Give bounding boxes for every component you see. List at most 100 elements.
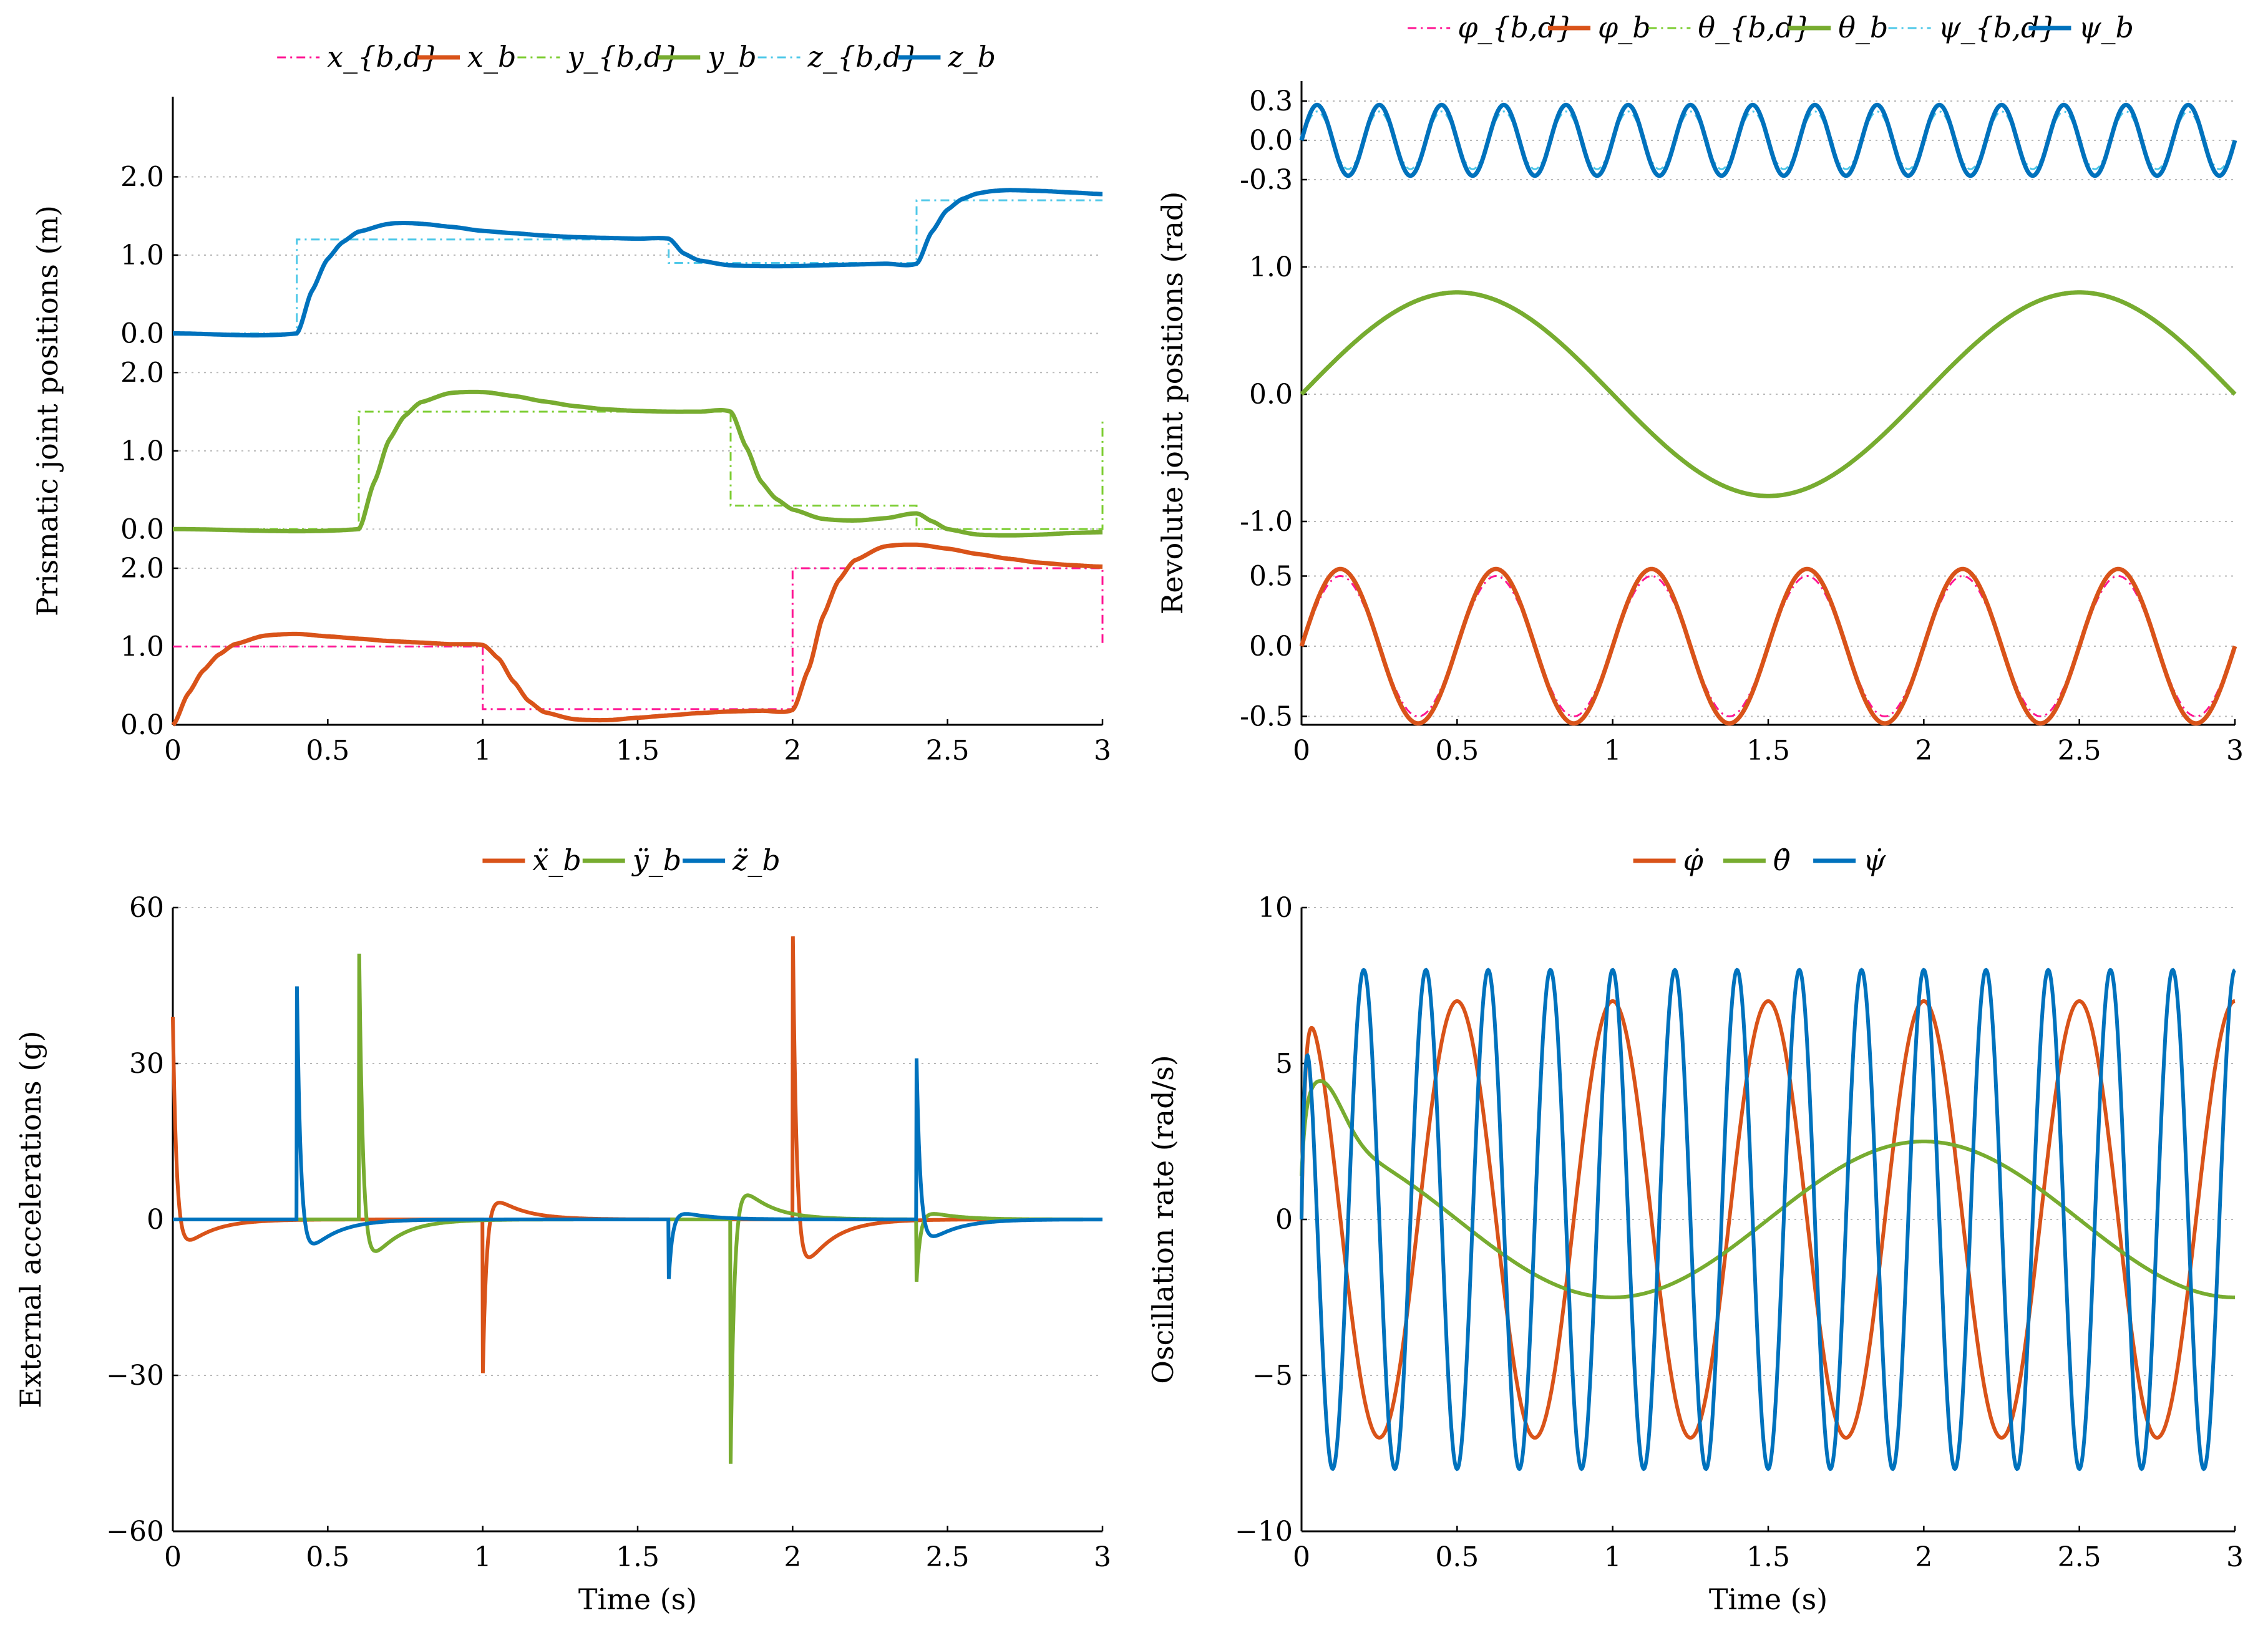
series-line-yb [173,389,1102,538]
y-tick-label: 10 [1258,892,1293,924]
x-tick-label: 1 [474,1541,492,1573]
y-tick-label: 2.0 [120,357,164,389]
x-axis-label: Time (s) [1709,1582,1828,1616]
y-tick-label: 30 [129,1048,164,1080]
y-tick-label: 0 [147,1204,164,1236]
chart-revolute: -0.5 0.0 0.5 -1.0 0.0 1.0 -0.3 0.0 0.3 0 0.5 1 1.5 2 2… [1156,11,2244,767]
x-tick-label: 0 [164,1541,182,1573]
x-tick-label: 0 [164,735,182,767]
x-tick-label: 0 [1293,735,1310,767]
series-line-3 [1300,290,2237,498]
y-tick-label: 1.0 [120,435,164,467]
legend-label: ψ̇ [1863,843,1886,877]
x-tick-label: 3 [2226,1541,2244,1573]
legend-label: θ_b [1838,11,1888,44]
x-tick-label: 0.5 [306,735,349,767]
legend-item: x_{b,d} [277,40,440,74]
x-tick-label: 1.5 [616,735,659,767]
x-axis-label: Time (s) [578,1582,697,1616]
x-tick-label: 0.5 [1435,1541,1479,1573]
x-tick-label: 3 [2226,735,2244,767]
series-line-0 [171,936,1102,1374]
series-line-1 [173,953,1102,1464]
series-line-zb [173,188,1102,338]
legend-item: z_b [898,40,996,74]
legend-label: ẍ_b [532,843,581,877]
series-line-2 [173,986,1102,1279]
y-tick-label: 1.0 [120,240,164,271]
series-line-ybd [173,410,1104,530]
y-tick-label: 0.3 [1249,85,1293,117]
series-line-2 [1300,967,2236,1471]
x-tick-label: 2 [1915,735,1932,767]
legend-label: φ̇ [1683,843,1704,877]
legend-item: φ_b [1548,11,1651,44]
chart-rates: −10 −5 0 5 10 0 0.5 1 1.5 2 2.5 3 Oscillation rate (… [1146,843,2244,1616]
y-tick-label: 0.5 [1249,561,1293,593]
x-tick-label: 2.5 [2058,1541,2101,1573]
legend-item: y_b [658,40,757,74]
series-line-1 [1300,1078,2235,1299]
legend-item: z̈_b [683,843,781,877]
y-tick-label: 2.0 [120,553,164,584]
y-tick-label: 0.0 [120,318,164,350]
y-tick-label: −30 [106,1360,164,1392]
y-tick-label: 0.0 [1249,125,1293,157]
series-line-xbd [173,567,1104,710]
y-tick-label: 0.0 [1249,379,1293,410]
y-tick-label: 2.0 [120,162,164,193]
x-tick-label: 1 [1604,735,1622,767]
legend-label: ÿ_b [631,843,681,877]
x-tick-label: 2 [784,735,801,767]
y-tick-label: 0.0 [120,709,164,741]
x-tick-label: 1.5 [616,1541,659,1573]
legend-label: x_b [467,40,516,74]
legend-item: ÿ_b [582,843,681,877]
x-tick-label: 1 [474,735,492,767]
series-line-zbd [173,199,1102,334]
y-tick-label: −10 [1235,1516,1293,1548]
series-line-0 [1300,999,2236,1440]
y-tick-label: -0.5 [1240,701,1293,733]
legend-label: z_b [947,40,996,74]
y-axis-label: External accelerations (g) [14,1030,47,1408]
legend-label: ψ_b [2078,11,2134,44]
chart-prismatic: 0.0 1.0 2.0 0.0 1.0 2.0 0.0 1.0 2.0 0 0.5 1 1.5 2 2.5 3… [31,40,1111,767]
legend-item: θ_{b,d} [1648,11,1812,44]
x-tick-label: 2.5 [926,1541,970,1573]
legend-label: θ̇ [1773,843,1791,877]
y-tick-label: 0.0 [1249,631,1293,662]
y-tick-label: -0.3 [1240,164,1293,196]
x-tick-label: 2 [1915,1541,1932,1573]
legend-label: φ_b [1598,11,1651,44]
y-tick-label: −60 [106,1516,164,1548]
x-tick-label: 2.5 [926,735,970,767]
x-tick-label: 1.5 [1746,735,1790,767]
y-axis-label: Oscillation rate (rad/s) [1146,1055,1180,1383]
legend-item: θ̇ [1723,843,1791,877]
x-tick-label: 2.5 [2058,735,2101,767]
x-tick-label: 1 [1604,1541,1622,1573]
legend-item: ẍ_b [482,843,582,877]
series-line-xb [171,542,1103,727]
y-tick-label: 1.0 [1249,251,1293,283]
x-tick-label: 0.5 [306,1541,349,1573]
chart-accelerations: −60 −30 0 30 60 0 0.5 1 1.5 2 2.5 3 External acceler… [14,843,1111,1616]
legend-item: x_b [417,40,516,74]
y-axis-label: Prismatic joint positions (m) [31,205,64,616]
y-tick-label: 60 [129,892,164,924]
y-tick-label: 5 [1275,1048,1293,1080]
legend-item: ψ_b [2028,11,2134,44]
x-tick-label: 3 [1094,735,1111,767]
y-tick-label: 1.0 [120,631,164,663]
x-tick-label: 0 [1293,1541,1310,1573]
legend-item: y_{b,d} [517,40,680,74]
legend-item: ψ̇ [1813,843,1886,877]
y-tick-label: 0 [1275,1204,1293,1236]
y-tick-label: 0.0 [120,513,164,545]
legend-label: y_b [706,40,756,74]
x-tick-label: 1.5 [1746,1541,1790,1573]
legend-item: φ̇ [1633,843,1704,877]
y-axis-label: Revolute joint positions (rad) [1156,191,1189,615]
